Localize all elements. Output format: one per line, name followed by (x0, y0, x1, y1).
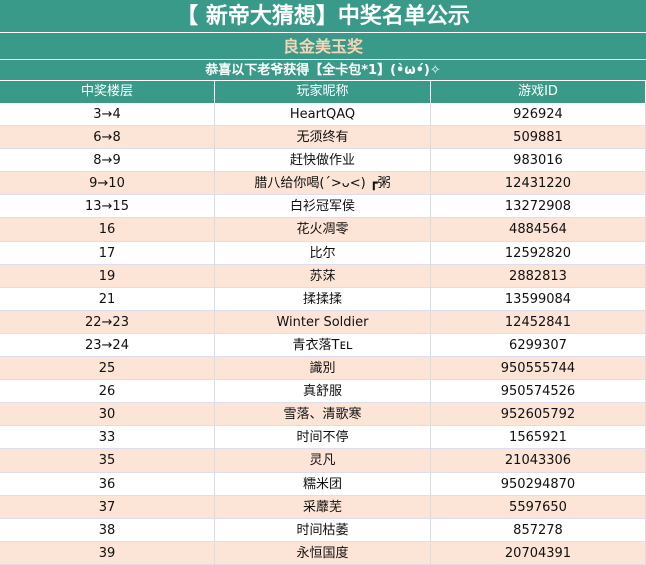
table-row: 8→9 赶快做作业 983016 (0, 149, 646, 173)
cell-nickname: 比尔 (215, 241, 431, 264)
cell-game-id: 6299307 (431, 333, 646, 357)
cell-game-id: 12431220 (431, 172, 646, 195)
table-row: 21 揉揉揉 13599084 (0, 287, 646, 311)
cell-floor: 9→10 (0, 172, 215, 195)
cell-floor: 26 (0, 380, 215, 403)
cell-game-id: 13599084 (431, 287, 646, 310)
cell-nickname: HeartQAQ (215, 103, 431, 126)
table-row: 23→24 青衣落Tᴇʟ 6299307 (0, 333, 646, 358)
cell-game-id: 950294870 (431, 472, 646, 495)
cell-nickname: 雪落、清歌寒 (215, 403, 431, 426)
cell-game-id: 1565921 (431, 426, 646, 449)
congrats-line: 恭喜以下老爷获得【全卡包*1】(•̀ω•́)✧ (0, 60, 646, 81)
page-title: 【 新帝大猜想】中奖名单公示 (0, 0, 646, 33)
table-row: 13→15 白衫冠军侯 13272908 (0, 195, 646, 219)
table-row: 22→23 Winter Soldier 12452841 (0, 310, 646, 334)
column-header-floor: 中奖楼层 (0, 81, 215, 103)
award-name: 良金美玉奖 (0, 33, 646, 60)
cell-game-id: 952605792 (431, 403, 646, 426)
table-row: 3→4 HeartQAQ 926924 (0, 103, 646, 127)
cell-floor: 23→24 (0, 333, 215, 357)
cell-game-id: 950574526 (431, 380, 646, 403)
cell-nickname: 时间不停 (215, 426, 431, 449)
table-row: 16 花火凋零 4884564 (0, 218, 646, 242)
cell-floor: 25 (0, 357, 215, 380)
table-row: 30 雪落、清歌寒 952605792 (0, 403, 646, 427)
table-row: 26 真舒服 950574526 (0, 380, 646, 404)
table-row: 25 識別 950555744 (0, 357, 646, 381)
column-header-nickname: 玩家昵称 (215, 81, 431, 103)
cell-game-id: 13272908 (431, 195, 646, 218)
cell-floor: 8→9 (0, 149, 215, 172)
table-row: 36 糯米团 950294870 (0, 472, 646, 496)
table-row: 37 采蘼芜 5597650 (0, 495, 646, 519)
table-row: 38 时间枯萎 857278 (0, 518, 646, 542)
cell-floor: 21 (0, 287, 215, 310)
cell-floor: 19 (0, 264, 215, 287)
cell-game-id: 857278 (431, 518, 646, 541)
cell-floor: 37 (0, 495, 215, 518)
cell-nickname: 永恒国度 (215, 541, 431, 564)
cell-floor: 38 (0, 518, 215, 541)
cell-nickname: 无须终有 (215, 126, 431, 149)
cell-game-id: 5597650 (431, 495, 646, 518)
cell-nickname: 揉揉揉 (215, 287, 431, 310)
cell-nickname: 灵凡 (215, 449, 431, 472)
cell-nickname: 腊八给你喝(´>ᴗ<) ┏粥 (215, 172, 431, 195)
cell-floor: 16 (0, 218, 215, 241)
cell-floor: 35 (0, 449, 215, 472)
cell-floor: 30 (0, 403, 215, 426)
cell-nickname: 糯米团 (215, 472, 431, 495)
table-row: 9→10 腊八给你喝(´>ᴗ<) ┏粥 12431220 (0, 172, 646, 196)
cell-floor: 33 (0, 426, 215, 449)
winner-table: 3→4 HeartQAQ 926924 6→8 无须终有 509881 8→9 赶快做作业 98… (0, 103, 646, 565)
cell-game-id: 4884564 (431, 218, 646, 241)
column-header-game-id: 游戏ID (431, 81, 646, 103)
cell-nickname: 采蘼芜 (215, 495, 431, 518)
cell-nickname: 白衫冠军侯 (215, 195, 431, 218)
cell-floor: 39 (0, 541, 215, 564)
column-header-row: 中奖楼层 玩家昵称 游戏ID (0, 81, 646, 103)
cell-floor: 13→15 (0, 195, 215, 218)
cell-game-id: 926924 (431, 103, 646, 126)
table-row: 35 灵凡 21043306 (0, 449, 646, 473)
cell-nickname: 真舒服 (215, 380, 431, 403)
cell-nickname: 赶快做作业 (215, 149, 431, 172)
cell-game-id: 983016 (431, 149, 646, 172)
cell-floor: 17 (0, 241, 215, 264)
table-row: 17 比尔 12592820 (0, 241, 646, 265)
cell-floor: 36 (0, 472, 215, 495)
cell-nickname: Winter Soldier (215, 310, 431, 333)
cell-game-id: 12452841 (431, 310, 646, 333)
cell-game-id: 20704391 (431, 541, 646, 564)
cell-game-id: 2882813 (431, 264, 646, 287)
cell-nickname: 花火凋零 (215, 218, 431, 241)
cell-nickname: 时间枯萎 (215, 518, 431, 541)
cell-nickname: 苏莯 (215, 264, 431, 287)
table-row: 19 苏莯 2882813 (0, 264, 646, 288)
cell-game-id: 21043306 (431, 449, 646, 472)
cell-nickname: 青衣落Tᴇʟ (215, 333, 431, 357)
cell-nickname: 識別 (215, 357, 431, 380)
cell-game-id: 12592820 (431, 241, 646, 264)
table-row: 33 时间不停 1565921 (0, 426, 646, 450)
cell-game-id: 509881 (431, 126, 646, 149)
cell-floor: 3→4 (0, 103, 215, 126)
cell-floor: 22→23 (0, 310, 215, 333)
table-row: 6→8 无须终有 509881 (0, 126, 646, 150)
cell-floor: 6→8 (0, 126, 215, 149)
cell-game-id: 950555744 (431, 357, 646, 380)
table-row: 39 永恒国度 20704391 (0, 541, 646, 565)
